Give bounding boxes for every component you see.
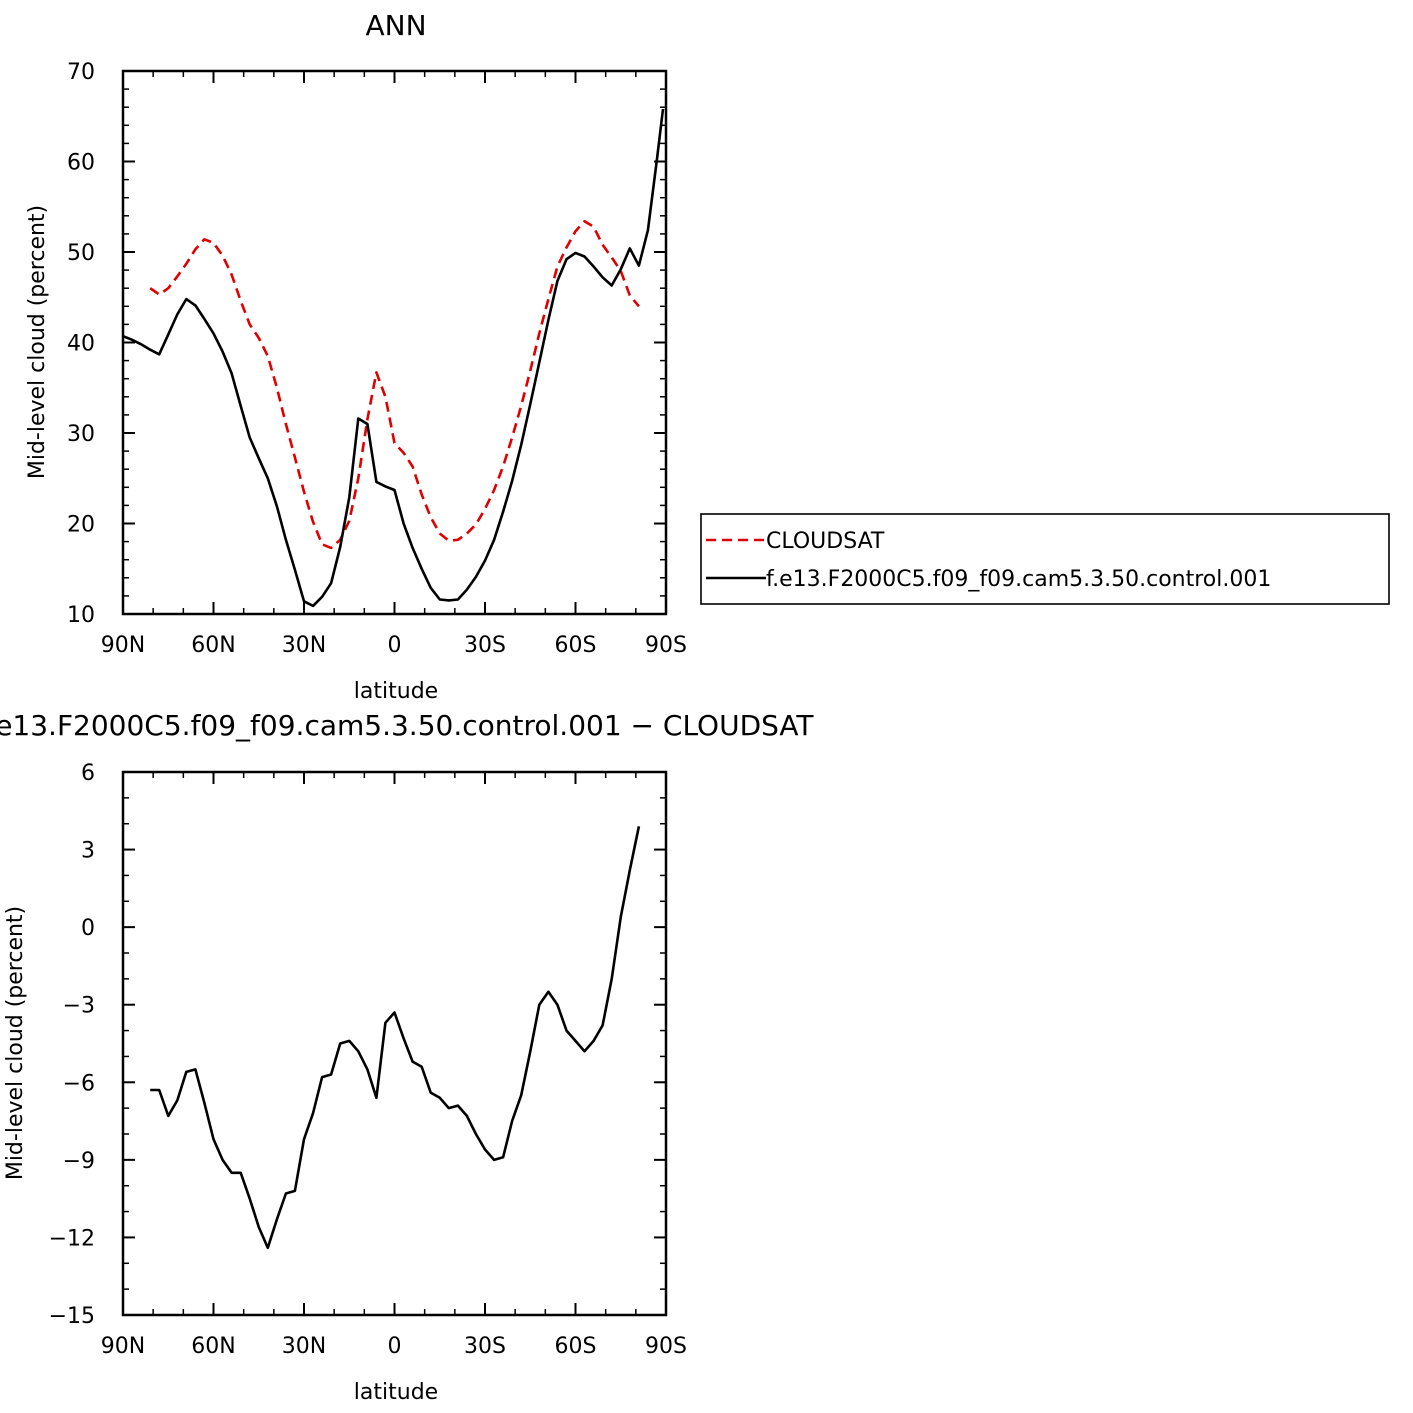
top-y-axis-label: Mid-level cloud (percent) bbox=[25, 205, 50, 479]
top-x-axis-label: latitude bbox=[354, 679, 438, 704]
x-tick-label: 30S bbox=[464, 1334, 506, 1359]
y-tick-label: 30 bbox=[67, 422, 95, 447]
y-tick-label: 60 bbox=[67, 151, 95, 176]
x-tick-label: 60N bbox=[191, 1334, 235, 1359]
bottom-panel: f.e13.F2000C5.f09_f09.cam5.3.50.control.… bbox=[0, 709, 814, 1405]
y-tick-label: −15 bbox=[49, 1304, 95, 1329]
y-tick-label: 70 bbox=[67, 60, 95, 85]
top-panel-title: ANN bbox=[365, 9, 426, 42]
y-tick-label: 3 bbox=[81, 839, 95, 864]
x-tick-label: 90S bbox=[645, 1334, 687, 1359]
legend-label-cloudsat: CLOUDSAT bbox=[766, 529, 885, 554]
series-line-cloudsat bbox=[149, 219, 640, 550]
y-tick-label: 6 bbox=[81, 761, 95, 786]
y-tick-label: −3 bbox=[63, 994, 95, 1019]
difference-line bbox=[150, 826, 641, 1250]
x-tick-label: 30S bbox=[464, 633, 506, 658]
bottom-y-axis-label: Mid-level cloud (percent) bbox=[3, 906, 28, 1180]
bottom-plot-frame bbox=[121, 770, 668, 1317]
x-tick-label: 90N bbox=[101, 633, 145, 658]
bottom-panel-title: f.e13.F2000C5.f09_f09.cam5.3.50.control.… bbox=[0, 709, 814, 742]
y-tick-label: 40 bbox=[67, 332, 95, 357]
x-tick-label: 90N bbox=[101, 1334, 145, 1359]
x-tick-label: 30N bbox=[282, 633, 326, 658]
top-panel: ANN 90N 60N 30N 0 30S 60S 90S 10 20 30 40 50 60 70 l… bbox=[25, 9, 1390, 704]
y-tick-label: 10 bbox=[67, 603, 95, 628]
top-plot-frame bbox=[121, 69, 668, 616]
y-tick-label: −9 bbox=[63, 1149, 95, 1174]
y-tick-label: 20 bbox=[67, 513, 95, 538]
x-tick-label: 60S bbox=[555, 1334, 597, 1359]
legend-box bbox=[700, 513, 1390, 605]
legend-label-model: f.e13.F2000C5.f09_f09.cam5.3.50.control.… bbox=[766, 567, 1271, 592]
x-tick-label: 60S bbox=[555, 633, 597, 658]
x-tick-label: 0 bbox=[388, 633, 402, 658]
series-line-model bbox=[122, 108, 665, 608]
y-tick-label: 0 bbox=[81, 916, 95, 941]
y-tick-label: −6 bbox=[63, 1071, 95, 1096]
x-tick-label: 30N bbox=[282, 1334, 326, 1359]
y-tick-label: 50 bbox=[67, 241, 95, 266]
legend: CLOUDSAT f.e13.F2000C5.f09_f09.cam5.3.50… bbox=[700, 513, 1390, 605]
bottom-x-axis-label: latitude bbox=[354, 1380, 438, 1405]
x-tick-label: 0 bbox=[388, 1334, 402, 1359]
y-tick-label: −12 bbox=[49, 1226, 95, 1251]
x-tick-label: 60N bbox=[191, 633, 235, 658]
x-tick-label: 90S bbox=[645, 633, 687, 658]
